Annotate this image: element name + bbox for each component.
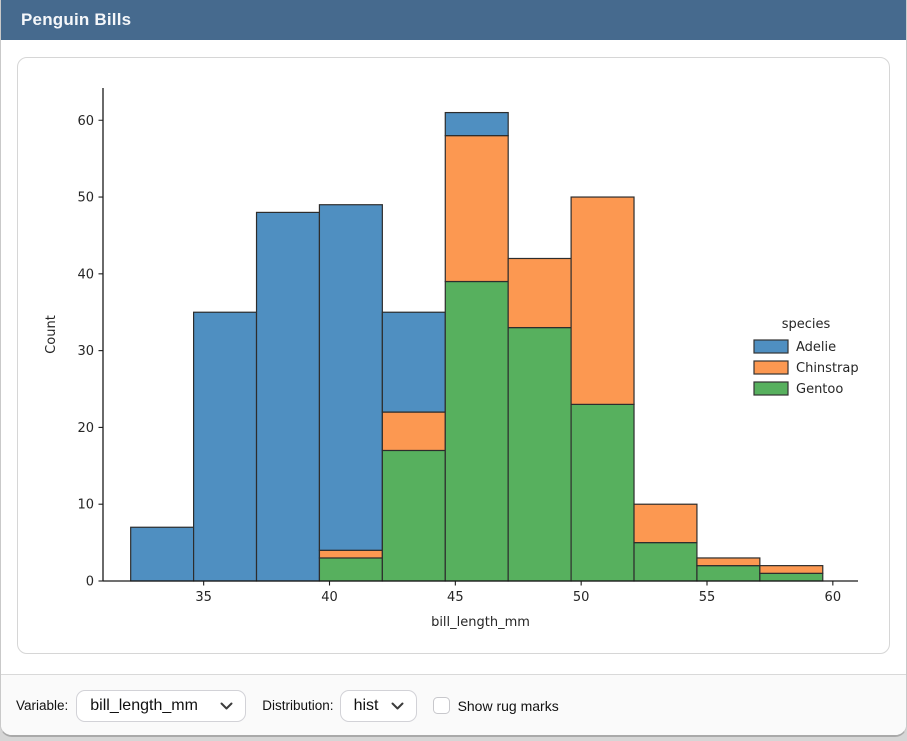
svg-text:35: 35	[195, 590, 212, 605]
variable-label: Variable:	[16, 698, 69, 713]
rug-checkbox-label: Show rug marks	[457, 697, 559, 714]
svg-text:60: 60	[77, 114, 94, 129]
svg-text:0: 0	[86, 575, 94, 590]
window-bottom-edge	[0, 737, 907, 741]
controls-divider	[1, 674, 906, 675]
distribution-select-value: hist	[353, 696, 379, 714]
histogram-chart: 35 40 45 50 55 60 0 10 20 30 40 50 60 bill_length_mm C…	[44, 88, 859, 630]
main-content: 35 40 45 50 55 60 0 10 20 30 40 50 60 bill_length_mm C…	[1, 40, 906, 674]
svg-text:50: 50	[77, 191, 94, 206]
title-bar: Penguin Bills	[1, 0, 906, 40]
svg-text:40: 40	[321, 590, 338, 605]
svg-text:50: 50	[573, 590, 590, 605]
chevron-down-icon	[391, 702, 404, 710]
svg-text:bill_length_mm: bill_length_mm	[431, 615, 530, 630]
svg-text:species: species	[782, 317, 831, 332]
chevron-down-icon	[220, 702, 233, 710]
svg-text:Gentoo: Gentoo	[796, 382, 843, 397]
variable-select[interactable]: bill_length_mm	[76, 689, 247, 722]
svg-text:Count: Count	[44, 315, 59, 354]
variable-select-value: bill_length_mm	[90, 696, 198, 714]
chart-card: 35 40 45 50 55 60 0 10 20 30 40 50 60 bill_length_mm C…	[17, 57, 890, 654]
svg-text:45: 45	[447, 590, 464, 605]
svg-text:30: 30	[77, 344, 94, 359]
svg-text:20: 20	[77, 421, 94, 436]
distribution-select[interactable]: hist	[339, 689, 417, 722]
svg-text:10: 10	[77, 498, 94, 513]
svg-text:55: 55	[699, 590, 716, 605]
svg-text:40: 40	[77, 267, 94, 282]
svg-text:60: 60	[825, 590, 842, 605]
rug-checkbox[interactable]	[432, 697, 450, 714]
svg-text:Adelie: Adelie	[796, 340, 836, 355]
window-title: Penguin Bills	[21, 10, 132, 29]
controls-bar: Variable: bill_length_mm Distribution: h…	[1, 675, 906, 735]
distribution-label: Distribution:	[262, 698, 334, 713]
svg-text:Chinstrap: Chinstrap	[796, 361, 859, 376]
